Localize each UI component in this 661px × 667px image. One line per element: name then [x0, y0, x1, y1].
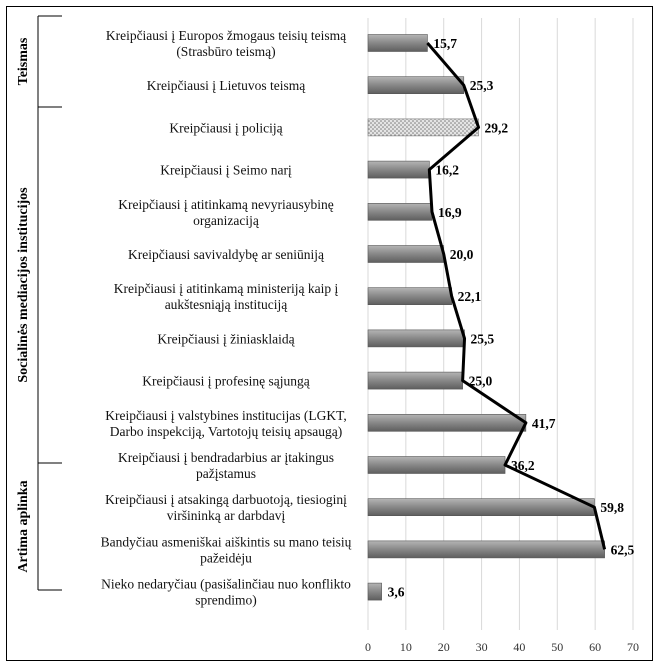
- bar: [367, 582, 382, 601]
- bar: [367, 498, 595, 517]
- category-label: Kreipčiausi į profesinę sąjungą: [142, 374, 311, 389]
- data-label: 59,8: [600, 500, 624, 515]
- x-tick-label: 10: [400, 640, 412, 654]
- bar: [367, 540, 605, 559]
- category-label: Kreipčiausi į Seimo narį: [160, 163, 292, 178]
- data-label: 20,0: [450, 247, 474, 262]
- category-label: Kreipčiausi savivaldybę ar seniūniją: [128, 247, 325, 262]
- group-label: Teismas: [16, 37, 31, 85]
- bar: [367, 413, 527, 432]
- data-label: 62,5: [611, 542, 635, 557]
- data-label: 41,7: [532, 416, 556, 431]
- data-label: 15,7: [433, 36, 457, 51]
- category-label: Kreipčiausi į atsakingą darbuotoją, ties…: [105, 492, 347, 523]
- data-label: 3,6: [388, 585, 405, 600]
- category-label: Kreipčiausi į policiją: [169, 120, 283, 135]
- data-label: 36,2: [511, 458, 535, 473]
- x-tick-label: 60: [589, 640, 601, 654]
- category-label: Kreipčiausi į žiniasklaidą: [157, 331, 295, 346]
- bar: [367, 76, 465, 94]
- x-tick-label: 20: [438, 640, 450, 654]
- trend-line: [426, 42, 607, 550]
- category-label: Kreipčiausi į atitinkamą ministeriją kai…: [114, 281, 339, 312]
- data-label: 25,3: [470, 78, 494, 93]
- bar: [367, 34, 428, 52]
- bar: [367, 456, 506, 474]
- data-label: 22,1: [458, 289, 482, 304]
- x-tick-label: 0: [365, 640, 371, 654]
- category-label: Nieko nedaryčiau (pasišalinčiau nuo konf…: [101, 577, 351, 608]
- x-tick-label: 30: [476, 640, 488, 654]
- bar: [367, 118, 479, 137]
- data-label: 16,2: [435, 163, 459, 178]
- group-label: Socialinės mediacijos institucijos: [16, 187, 31, 383]
- category-label: Kreipčiausi į Lietuvos teismą: [147, 78, 307, 93]
- bar: [367, 287, 452, 306]
- x-tick-label: 40: [513, 640, 525, 654]
- category-label: Kreipčiausi į atitinkamą nevyriausybinę o…: [118, 197, 334, 228]
- category-label: Bandyčiau asmeniškai aiškintis su mano t…: [101, 534, 352, 565]
- data-label: 25,5: [471, 331, 495, 346]
- bar: [367, 160, 430, 179]
- bar: [367, 329, 465, 348]
- data-label: 25,0: [469, 374, 493, 389]
- x-tick-label: 50: [551, 640, 563, 654]
- group-label: Artima aplinka: [16, 480, 31, 572]
- bar: [367, 203, 433, 221]
- category-label: Kreipčiausi į bendradarbius ar įtakingus…: [118, 450, 334, 481]
- x-tick-label: 70: [627, 640, 639, 654]
- bar: [367, 371, 463, 390]
- data-label: 29,2: [485, 120, 509, 135]
- category-label: Kreipčiausi į valstybines institucijas (…: [105, 408, 347, 439]
- data-label: 16,9: [438, 205, 462, 220]
- bar: [367, 245, 445, 263]
- category-label: Kreipčiausi į Europos žmogaus teisių tei…: [106, 28, 347, 59]
